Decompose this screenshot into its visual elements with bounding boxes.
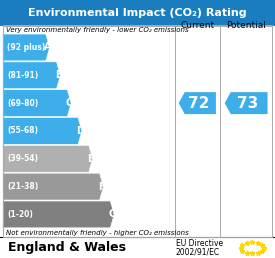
Polygon shape bbox=[3, 34, 49, 61]
Text: A: A bbox=[44, 43, 51, 52]
Text: G: G bbox=[108, 209, 116, 219]
Polygon shape bbox=[3, 145, 93, 172]
Text: (81-91): (81-91) bbox=[7, 71, 38, 80]
Text: (1-20): (1-20) bbox=[7, 210, 33, 219]
Text: F: F bbox=[98, 182, 105, 192]
Text: England & Wales: England & Wales bbox=[8, 241, 126, 254]
Text: 2002/91/EC: 2002/91/EC bbox=[176, 248, 220, 257]
Polygon shape bbox=[3, 201, 114, 228]
Text: B: B bbox=[55, 70, 62, 80]
Text: (69-80): (69-80) bbox=[7, 99, 38, 108]
Text: Potential: Potential bbox=[226, 21, 266, 30]
Text: 72: 72 bbox=[188, 96, 209, 111]
Text: 73: 73 bbox=[237, 96, 258, 111]
Polygon shape bbox=[3, 118, 82, 144]
Text: (21-38): (21-38) bbox=[7, 182, 38, 191]
Polygon shape bbox=[3, 90, 71, 117]
Text: E: E bbox=[87, 154, 94, 164]
Text: (39-54): (39-54) bbox=[7, 154, 38, 163]
Text: EU Directive: EU Directive bbox=[176, 239, 223, 248]
Polygon shape bbox=[3, 173, 103, 200]
Polygon shape bbox=[225, 92, 268, 114]
Text: (92 plus): (92 plus) bbox=[7, 43, 45, 52]
Text: D: D bbox=[76, 126, 84, 136]
Polygon shape bbox=[3, 62, 60, 89]
Text: Current: Current bbox=[180, 21, 214, 30]
Text: Not environmentally friendly - higher CO₂ emissions: Not environmentally friendly - higher CO… bbox=[6, 230, 188, 236]
Text: Very environmentally friendly - lower CO₂ emissions: Very environmentally friendly - lower CO… bbox=[6, 27, 188, 33]
Text: C: C bbox=[66, 98, 73, 108]
Bar bbox=[0, 0, 275, 26]
Polygon shape bbox=[179, 92, 216, 114]
Text: (55-68): (55-68) bbox=[7, 126, 38, 135]
Text: Environmental Impact (CO₂) Rating: Environmental Impact (CO₂) Rating bbox=[28, 8, 247, 18]
